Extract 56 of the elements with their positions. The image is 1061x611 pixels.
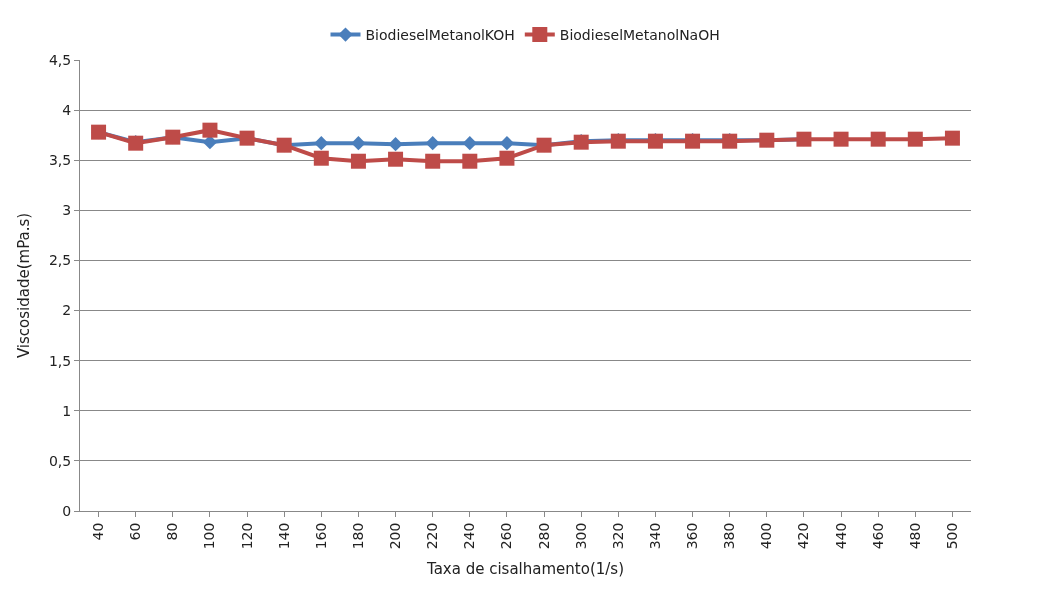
x-tick-label: 300: [572, 522, 589, 550]
x-tick-label: 220: [424, 522, 441, 550]
x-tick-label: 160: [312, 522, 329, 550]
x-tick-label: 280: [535, 522, 552, 550]
point: [388, 151, 404, 167]
point: [314, 136, 329, 151]
x-tick-label: 440: [832, 522, 849, 550]
y-tick-label: 1: [62, 402, 72, 419]
x-tick-label: 80: [164, 522, 181, 541]
point: [944, 130, 960, 146]
x-tick-label: 400: [758, 522, 775, 550]
x-tick-label: 40: [90, 522, 107, 541]
point: [907, 131, 923, 147]
point: [350, 153, 366, 169]
point: [388, 137, 403, 152]
legend-label: BiodieselMetanolKOH: [365, 27, 515, 44]
x-tick-label: 120: [238, 522, 255, 550]
point: [351, 136, 366, 151]
x-tick-label: 200: [387, 522, 404, 550]
x-tick-label: 260: [498, 522, 515, 550]
x-axis-title: Taxa de cisalhamento(1/s): [425, 560, 625, 579]
y-tick-label: 4,5: [48, 51, 72, 68]
legend-label: BiodieselMetanolNaOH: [559, 27, 720, 44]
y-tick-label: 2: [62, 302, 72, 319]
x-tick-label: 340: [646, 522, 663, 550]
x-tick-label: 100: [201, 522, 218, 550]
x-tick-label: 380: [721, 522, 738, 550]
x-tick-label: 360: [684, 522, 701, 550]
x-tick-label: 240: [461, 522, 478, 550]
x-tick-label: 180: [349, 522, 366, 550]
y-tick-label: 2,5: [48, 252, 72, 269]
y-tick-label: 0: [62, 502, 72, 519]
point: [499, 150, 515, 166]
point: [202, 122, 218, 138]
point: [425, 153, 441, 169]
point: [462, 153, 478, 169]
point: [499, 136, 515, 151]
y-tick-label: 3,5: [48, 152, 72, 169]
point: [833, 131, 849, 147]
point: [870, 131, 886, 147]
x-tick-label: 480: [906, 522, 923, 550]
y-tick-label: 1,5: [48, 352, 72, 369]
x-tick-label: 140: [275, 522, 292, 550]
y-tick-label: 3: [62, 202, 72, 219]
y-tick-label: 4: [62, 102, 72, 119]
x-tick-label: 460: [869, 522, 886, 550]
x-tick-label: 500: [943, 522, 960, 550]
x-tick-label: 420: [795, 522, 812, 550]
x-tick-label: 320: [609, 522, 626, 550]
x-tick-label: 60: [127, 522, 144, 541]
point: [202, 135, 218, 150]
y-axis-title: Viscosidade(mPa.s): [15, 212, 34, 359]
point: [462, 136, 477, 151]
y-tick-label: 0,5: [48, 452, 72, 469]
point: [425, 136, 440, 151]
point: [313, 150, 329, 166]
